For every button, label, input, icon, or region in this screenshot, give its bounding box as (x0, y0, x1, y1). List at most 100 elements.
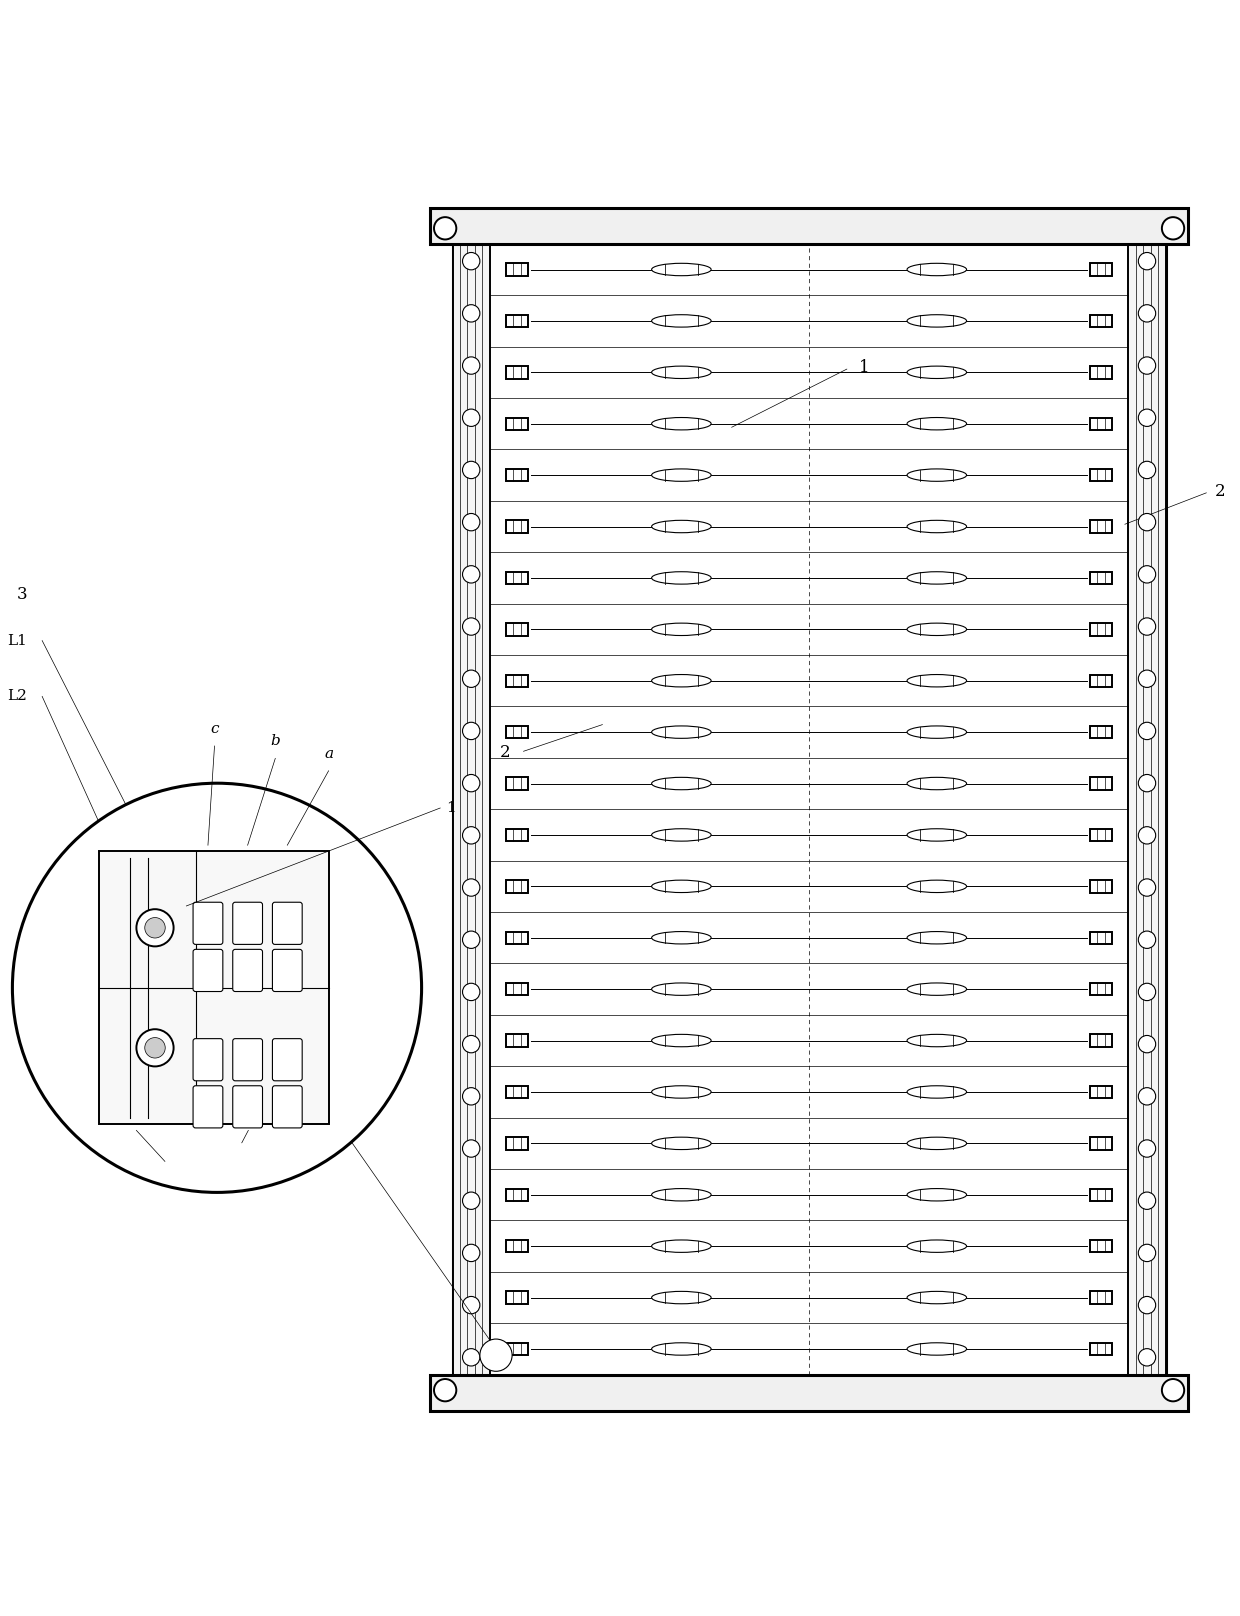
Bar (506, 674, 528, 687)
Circle shape (463, 1088, 480, 1105)
Bar (1090, 1086, 1112, 1099)
FancyBboxPatch shape (233, 949, 263, 992)
Bar (506, 1034, 528, 1047)
Circle shape (463, 305, 480, 322)
Text: L2: L2 (7, 690, 27, 703)
Bar (1128, 213, 1166, 1406)
Circle shape (463, 1349, 480, 1366)
Ellipse shape (652, 1291, 712, 1304)
Ellipse shape (906, 1239, 967, 1252)
Circle shape (1138, 617, 1156, 635)
Circle shape (463, 357, 480, 375)
Circle shape (463, 1036, 480, 1052)
Ellipse shape (906, 624, 967, 635)
Ellipse shape (906, 1034, 967, 1047)
Bar (506, 829, 528, 842)
FancyBboxPatch shape (233, 1086, 263, 1128)
FancyBboxPatch shape (273, 1086, 303, 1128)
FancyBboxPatch shape (273, 949, 303, 992)
Ellipse shape (906, 1188, 967, 1201)
Text: 1: 1 (859, 359, 870, 377)
Circle shape (1138, 931, 1156, 949)
Circle shape (1138, 1349, 1156, 1366)
Ellipse shape (652, 1086, 712, 1099)
Bar (506, 469, 528, 482)
Circle shape (1138, 827, 1156, 844)
Circle shape (145, 918, 165, 937)
Circle shape (1138, 879, 1156, 897)
Bar (506, 367, 528, 378)
Ellipse shape (652, 417, 712, 430)
Bar (1090, 1034, 1112, 1047)
Ellipse shape (652, 983, 712, 995)
Bar (99, 852, 329, 1125)
Circle shape (463, 722, 480, 740)
Ellipse shape (906, 777, 967, 790)
Bar (506, 931, 528, 944)
Bar (506, 624, 528, 635)
Bar (506, 726, 528, 739)
Circle shape (1138, 1036, 1156, 1052)
Text: a: a (324, 747, 334, 761)
Text: a: a (237, 1152, 247, 1167)
Circle shape (463, 566, 480, 583)
Ellipse shape (906, 1291, 967, 1304)
FancyBboxPatch shape (273, 902, 303, 944)
Ellipse shape (652, 520, 712, 533)
Circle shape (1162, 217, 1184, 239)
Ellipse shape (652, 881, 712, 892)
Bar (1090, 881, 1112, 892)
Bar (1090, 624, 1112, 635)
Bar (506, 315, 528, 326)
Circle shape (463, 1193, 480, 1209)
FancyBboxPatch shape (193, 949, 223, 992)
Circle shape (434, 1378, 456, 1401)
Circle shape (463, 1244, 480, 1262)
Ellipse shape (652, 1343, 712, 1356)
Bar (506, 1291, 528, 1304)
Text: 2: 2 (500, 743, 511, 761)
Text: 1: 1 (446, 802, 456, 814)
Ellipse shape (906, 881, 967, 892)
Ellipse shape (652, 726, 712, 739)
Ellipse shape (906, 263, 967, 276)
Bar (506, 1086, 528, 1099)
Ellipse shape (652, 1138, 712, 1149)
Circle shape (463, 514, 480, 530)
Bar (506, 572, 528, 583)
Ellipse shape (906, 417, 967, 430)
Bar (1090, 1138, 1112, 1149)
Ellipse shape (652, 1188, 712, 1201)
Circle shape (12, 784, 422, 1193)
Ellipse shape (906, 469, 967, 482)
Text: b: b (270, 735, 280, 748)
Bar (1090, 417, 1112, 430)
Ellipse shape (906, 520, 967, 533)
Ellipse shape (906, 367, 967, 378)
Circle shape (463, 879, 480, 897)
Bar (453, 213, 1166, 1406)
Circle shape (145, 1037, 165, 1058)
Ellipse shape (652, 367, 712, 378)
Text: 2: 2 (1215, 483, 1226, 501)
Ellipse shape (652, 829, 712, 842)
Bar (1090, 315, 1112, 326)
Bar (506, 417, 528, 430)
Circle shape (1138, 566, 1156, 583)
Ellipse shape (652, 1034, 712, 1047)
Bar (1090, 367, 1112, 378)
Circle shape (1138, 1244, 1156, 1262)
Text: L1: L1 (7, 633, 27, 648)
Circle shape (463, 774, 480, 792)
FancyBboxPatch shape (233, 1039, 263, 1081)
Circle shape (1138, 1296, 1156, 1314)
Ellipse shape (906, 572, 967, 583)
Ellipse shape (652, 624, 712, 635)
Bar (506, 1343, 528, 1356)
Bar (1090, 469, 1112, 482)
Ellipse shape (906, 674, 967, 687)
Text: 3: 3 (16, 587, 27, 603)
Circle shape (1138, 252, 1156, 270)
Circle shape (1138, 774, 1156, 792)
Ellipse shape (906, 983, 967, 995)
